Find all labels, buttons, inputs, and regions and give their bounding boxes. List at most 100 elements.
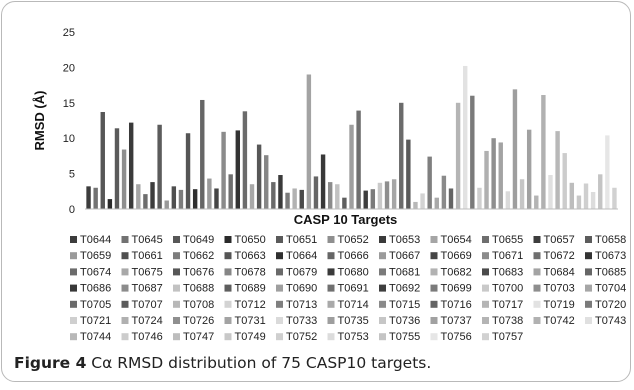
bar-t0658 xyxy=(157,124,162,209)
legend-label: T0737 xyxy=(441,315,472,327)
legend-swatch xyxy=(173,333,180,341)
bar-t0663 xyxy=(185,133,191,209)
legend-swatch xyxy=(430,333,438,341)
legend-swatch xyxy=(379,252,386,260)
legend-label: T0719 xyxy=(544,299,575,311)
legend-label: T0673 xyxy=(595,250,626,262)
legend-swatch xyxy=(70,317,77,324)
bar-t0678 xyxy=(264,155,269,209)
bar-t0674 xyxy=(242,111,248,209)
legend-label: T0654 xyxy=(441,234,472,246)
bar-t0699 xyxy=(370,189,376,209)
legend-label: T0716 xyxy=(441,299,472,311)
legend-label: T0667 xyxy=(389,250,420,262)
legend-label: T0753 xyxy=(338,331,369,343)
bar-t0744 xyxy=(555,131,560,209)
bar-t0743 xyxy=(548,175,553,209)
bar-t0755 xyxy=(598,174,603,209)
y-tick-label: 10 xyxy=(63,133,75,145)
legend-label: T0714 xyxy=(338,299,369,311)
bar-t0689 xyxy=(342,197,347,209)
legend-swatch xyxy=(533,317,541,324)
bar-t0746 xyxy=(562,153,567,209)
legend-label: T0645 xyxy=(132,234,163,246)
legend-swatch xyxy=(70,284,77,292)
legend-label: T0671 xyxy=(492,250,523,262)
legend-swatch xyxy=(585,236,592,243)
legend-swatch xyxy=(173,300,180,308)
legend-swatch xyxy=(121,317,129,324)
legend-swatch xyxy=(173,317,180,324)
legend-swatch xyxy=(533,252,541,260)
bar-t0672 xyxy=(228,174,233,209)
bar-t0708 xyxy=(413,201,418,209)
legend-label: T0644 xyxy=(80,234,111,246)
legend-label: T0653 xyxy=(389,234,420,246)
legend-label: T0681 xyxy=(389,266,420,278)
legend-swatch xyxy=(379,317,386,324)
bar-t0721 xyxy=(477,187,482,209)
legend-swatch xyxy=(327,268,335,276)
bar-t0651 xyxy=(114,128,120,209)
legend-swatch xyxy=(533,300,541,308)
legend-label: T0738 xyxy=(492,315,523,327)
bar-t0717 xyxy=(455,102,461,209)
bar-t0703 xyxy=(384,181,390,209)
legend-swatch xyxy=(224,236,232,243)
legend-swatch xyxy=(276,252,283,260)
bar-t0652 xyxy=(121,149,127,209)
bar-t0657 xyxy=(150,182,155,209)
legend-swatch xyxy=(327,300,335,308)
bar-t0686 xyxy=(320,154,326,209)
y-tick-label: 25 xyxy=(63,27,75,39)
bar-t0659 xyxy=(164,200,169,209)
legend-swatch xyxy=(585,284,592,292)
legend-swatch xyxy=(585,317,592,324)
legend-label: T0752 xyxy=(286,331,317,343)
bar-t0669 xyxy=(214,188,219,209)
legend-swatch xyxy=(430,300,438,308)
y-axis: 0 5 10 15 20 25 xyxy=(63,27,75,216)
legend-swatch xyxy=(224,268,232,276)
bar-t0737 xyxy=(526,129,532,209)
bar-t0680 xyxy=(278,175,283,209)
bar-t0724 xyxy=(484,150,489,209)
bar-t0690 xyxy=(349,124,354,209)
bar-t0756 xyxy=(605,135,610,209)
bar-t0681 xyxy=(285,192,290,209)
legend-label: T0687 xyxy=(132,283,163,295)
figure-caption: Figure 4 Cα RMSD distribution of 75 CASP… xyxy=(14,354,431,372)
bar-t0719 xyxy=(463,65,468,209)
legend-label: T0712 xyxy=(235,299,266,311)
legend-swatch xyxy=(276,268,283,276)
legend-label: T0707 xyxy=(132,299,163,311)
bar-t0687 xyxy=(327,182,333,209)
legend-swatch xyxy=(224,252,232,260)
bar-t0715 xyxy=(441,175,447,209)
legend-swatch xyxy=(533,236,541,243)
legend-label: T0669 xyxy=(441,250,472,262)
legend-swatch xyxy=(533,268,541,276)
y-axis-label: RMSD (Å) xyxy=(32,91,47,151)
legend-swatch xyxy=(430,236,438,243)
bar-t0684 xyxy=(306,74,312,209)
legend-swatch xyxy=(121,236,129,243)
legend-label: T0684 xyxy=(544,266,575,278)
legend-swatch xyxy=(276,333,283,341)
bar-t0747 xyxy=(569,182,575,209)
bar-t0753 xyxy=(590,192,596,209)
y-tick-label: 20 xyxy=(63,62,75,74)
legend-swatch xyxy=(70,333,77,341)
legend-label: T0699 xyxy=(441,283,472,295)
legend-swatch xyxy=(276,284,283,292)
legend-label: T0713 xyxy=(286,299,317,311)
legend-swatch xyxy=(70,300,77,308)
bar-t0691 xyxy=(356,110,361,209)
bar-t0705 xyxy=(399,102,404,209)
bar-t0676 xyxy=(256,144,262,209)
legend-swatch xyxy=(276,317,283,324)
bar-t0714 xyxy=(434,197,439,209)
legend: T0644 T0645 T0649 T0650 T0651 T0652 T0653 T0654… xyxy=(70,234,626,343)
legend-label: T0744 xyxy=(80,331,111,343)
